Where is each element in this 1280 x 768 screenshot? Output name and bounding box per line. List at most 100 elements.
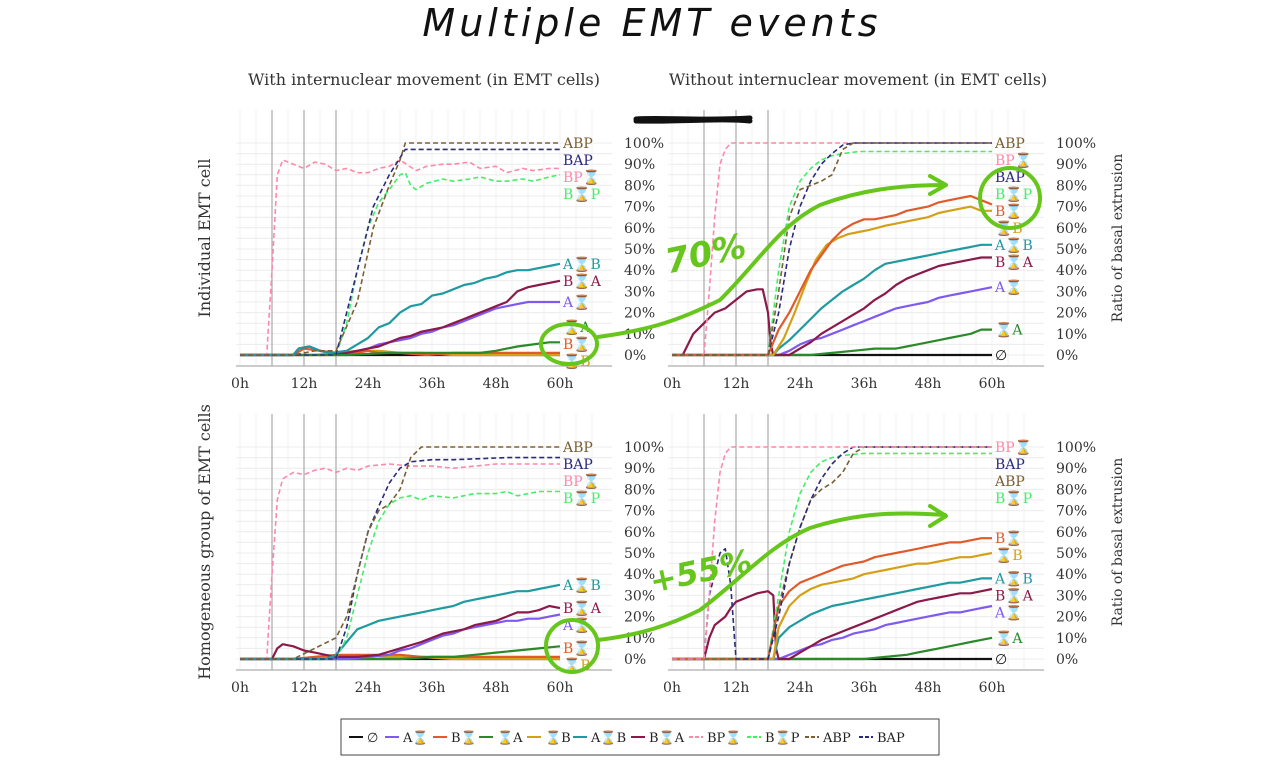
legend-item-empty: ∅	[349, 731, 378, 746]
series-line-ahb	[240, 583, 561, 661]
x-tick-label: 36h	[851, 680, 878, 696]
y-tick-label: 50%	[1056, 242, 1087, 258]
x-tick-label: 12h	[291, 680, 318, 696]
legend-label: ABP	[822, 731, 851, 746]
legend-item-ha: ⌛A	[479, 730, 523, 746]
series-line-hb	[672, 551, 993, 661]
y-tick-label: 80%	[1056, 482, 1087, 498]
legend-item-bap: BAP	[859, 731, 905, 746]
chart-panel-with-movement-individual: 0h 12h 24h 36h 48h 60h0%10%20%30%40%50%60%70%…	[231, 110, 664, 392]
end-label-ha: ⌛A	[995, 322, 1023, 339]
series-line-bh	[672, 537, 992, 661]
end-label-bap: BAP	[563, 153, 593, 169]
series-line-ah	[672, 286, 993, 357]
end-label-ah: A⌛	[994, 604, 1023, 621]
y-tick-label: 40%	[624, 263, 655, 279]
end-label-abp: ABP	[562, 440, 593, 456]
x-tick-label: 60h	[979, 680, 1006, 696]
end-label-bhp: B⌛P	[995, 186, 1032, 203]
y-tick-label: 0%	[624, 652, 646, 668]
series-line-bap	[672, 142, 992, 356]
end-label-bph: BP⌛	[563, 169, 600, 186]
end-label-abp: ABP	[994, 136, 1025, 152]
y-tick-label: 100%	[1056, 136, 1096, 152]
end-label-abp: ABP	[562, 136, 593, 152]
series-lines	[240, 446, 561, 661]
annotation-55-label: +55%	[646, 542, 755, 601]
series-line-ahb	[672, 243, 992, 357]
y-tick-label: 30%	[624, 284, 655, 300]
y-tick-label: 30%	[1056, 284, 1087, 300]
series-line-ha	[240, 645, 561, 661]
series-line-bap	[240, 456, 560, 660]
legend-item-hb: ⌛B	[527, 730, 571, 746]
y-tick-label: 70%	[1056, 200, 1087, 216]
y-tick-label: 100%	[624, 136, 664, 152]
y-tick-label: 70%	[1056, 504, 1087, 520]
legend-label: ⌛B	[545, 730, 571, 746]
end-label-ah: A⌛	[994, 279, 1023, 296]
legend-label: ⌛A	[497, 730, 523, 746]
y-tick-label: 30%	[624, 588, 655, 604]
legend-label: B⌛A	[649, 730, 685, 746]
y-tick-label: 90%	[1056, 461, 1087, 477]
end-label-bph: BP⌛	[563, 473, 600, 490]
end-label-bh: B⌛	[995, 530, 1023, 547]
legend-item-bhp: B⌛P	[747, 730, 800, 746]
series-line-ha	[672, 328, 992, 357]
series-line-abp	[240, 142, 560, 356]
end-label-bhp: B⌛P	[563, 186, 600, 203]
series-line-bha	[240, 604, 561, 661]
series-lines	[240, 142, 561, 357]
end-label-ahb: A⌛B	[994, 570, 1033, 587]
end-label-bap: BAP	[563, 457, 593, 473]
legend-item-bh: B⌛	[433, 730, 477, 746]
end-label-ahb: A⌛B	[994, 237, 1033, 254]
row-label-bottom: Homogeneous group of EMT cells	[195, 404, 214, 680]
x-tick-label: 60h	[547, 376, 574, 392]
right-ylabel-bottom: Ratio of basal extrusion	[1110, 458, 1126, 627]
y-tick-label: 40%	[1056, 567, 1087, 583]
series-line-bhp	[240, 490, 560, 660]
end-label-abp: ABP	[994, 474, 1025, 490]
y-tick-label: 10%	[1056, 631, 1087, 647]
y-tick-label: 50%	[624, 242, 655, 258]
legend-label: B⌛	[451, 730, 477, 746]
chart-panel-without-movement-group: 0h 12h 24h 36h 48h 60h 0% 10% 20% 30% 40% 50% 60% 70%…	[663, 414, 1096, 696]
end-label-ahb: A⌛B	[562, 577, 601, 594]
end-label-ha: ⌛A	[995, 630, 1023, 647]
x-tick-label: 24h	[787, 376, 814, 392]
legend: ∅ A⌛ B⌛ ⌛A ⌛B A⌛B B⌛A BP⌛ B⌛P ABP BAP	[340, 718, 940, 756]
end-label-empty: ∅	[995, 652, 1007, 668]
y-tick-label: 20%	[624, 306, 655, 322]
y-tick-label: 50%	[624, 546, 655, 562]
chart-panel-with-movement-group: 0h 12h 24h 36h 48h 60h0%10%20%30%40%50%60%70%…	[231, 414, 664, 696]
y-tick-label: 40%	[1056, 263, 1087, 279]
y-tick-label: 0%	[1056, 652, 1078, 668]
series-line-bha	[672, 256, 992, 357]
x-tick-label: 24h	[355, 376, 382, 392]
series-line-abp	[672, 446, 992, 660]
grid	[236, 414, 612, 670]
legend-item-ahb: A⌛B	[573, 730, 626, 746]
grid	[236, 110, 612, 366]
x-tick-label: 36h	[419, 680, 446, 696]
end-label-bha: B⌛A	[995, 254, 1034, 271]
series-line-abp	[240, 446, 560, 660]
y-tick-label: 30%	[1056, 588, 1087, 604]
end-label-bph: BP⌛	[995, 439, 1032, 456]
y-tick-label: 80%	[624, 482, 655, 498]
annotation-55: +55%	[544, 504, 948, 674]
x-tick-label: 36h	[851, 376, 878, 392]
series-line-ha	[240, 341, 560, 357]
y-tick-label: 60%	[624, 221, 655, 237]
x-tick-label: 0h	[663, 680, 681, 696]
y-tick-label: 90%	[624, 157, 655, 173]
series-line-bhp	[240, 171, 561, 356]
x-tick-label: 48h	[915, 680, 942, 696]
x-tick-label: 0h	[231, 376, 249, 392]
right-ylabel-top: Ratio of basal extrusion	[1110, 154, 1126, 323]
legend-label: A⌛	[402, 730, 429, 746]
x-tick-label: 0h	[663, 376, 681, 392]
